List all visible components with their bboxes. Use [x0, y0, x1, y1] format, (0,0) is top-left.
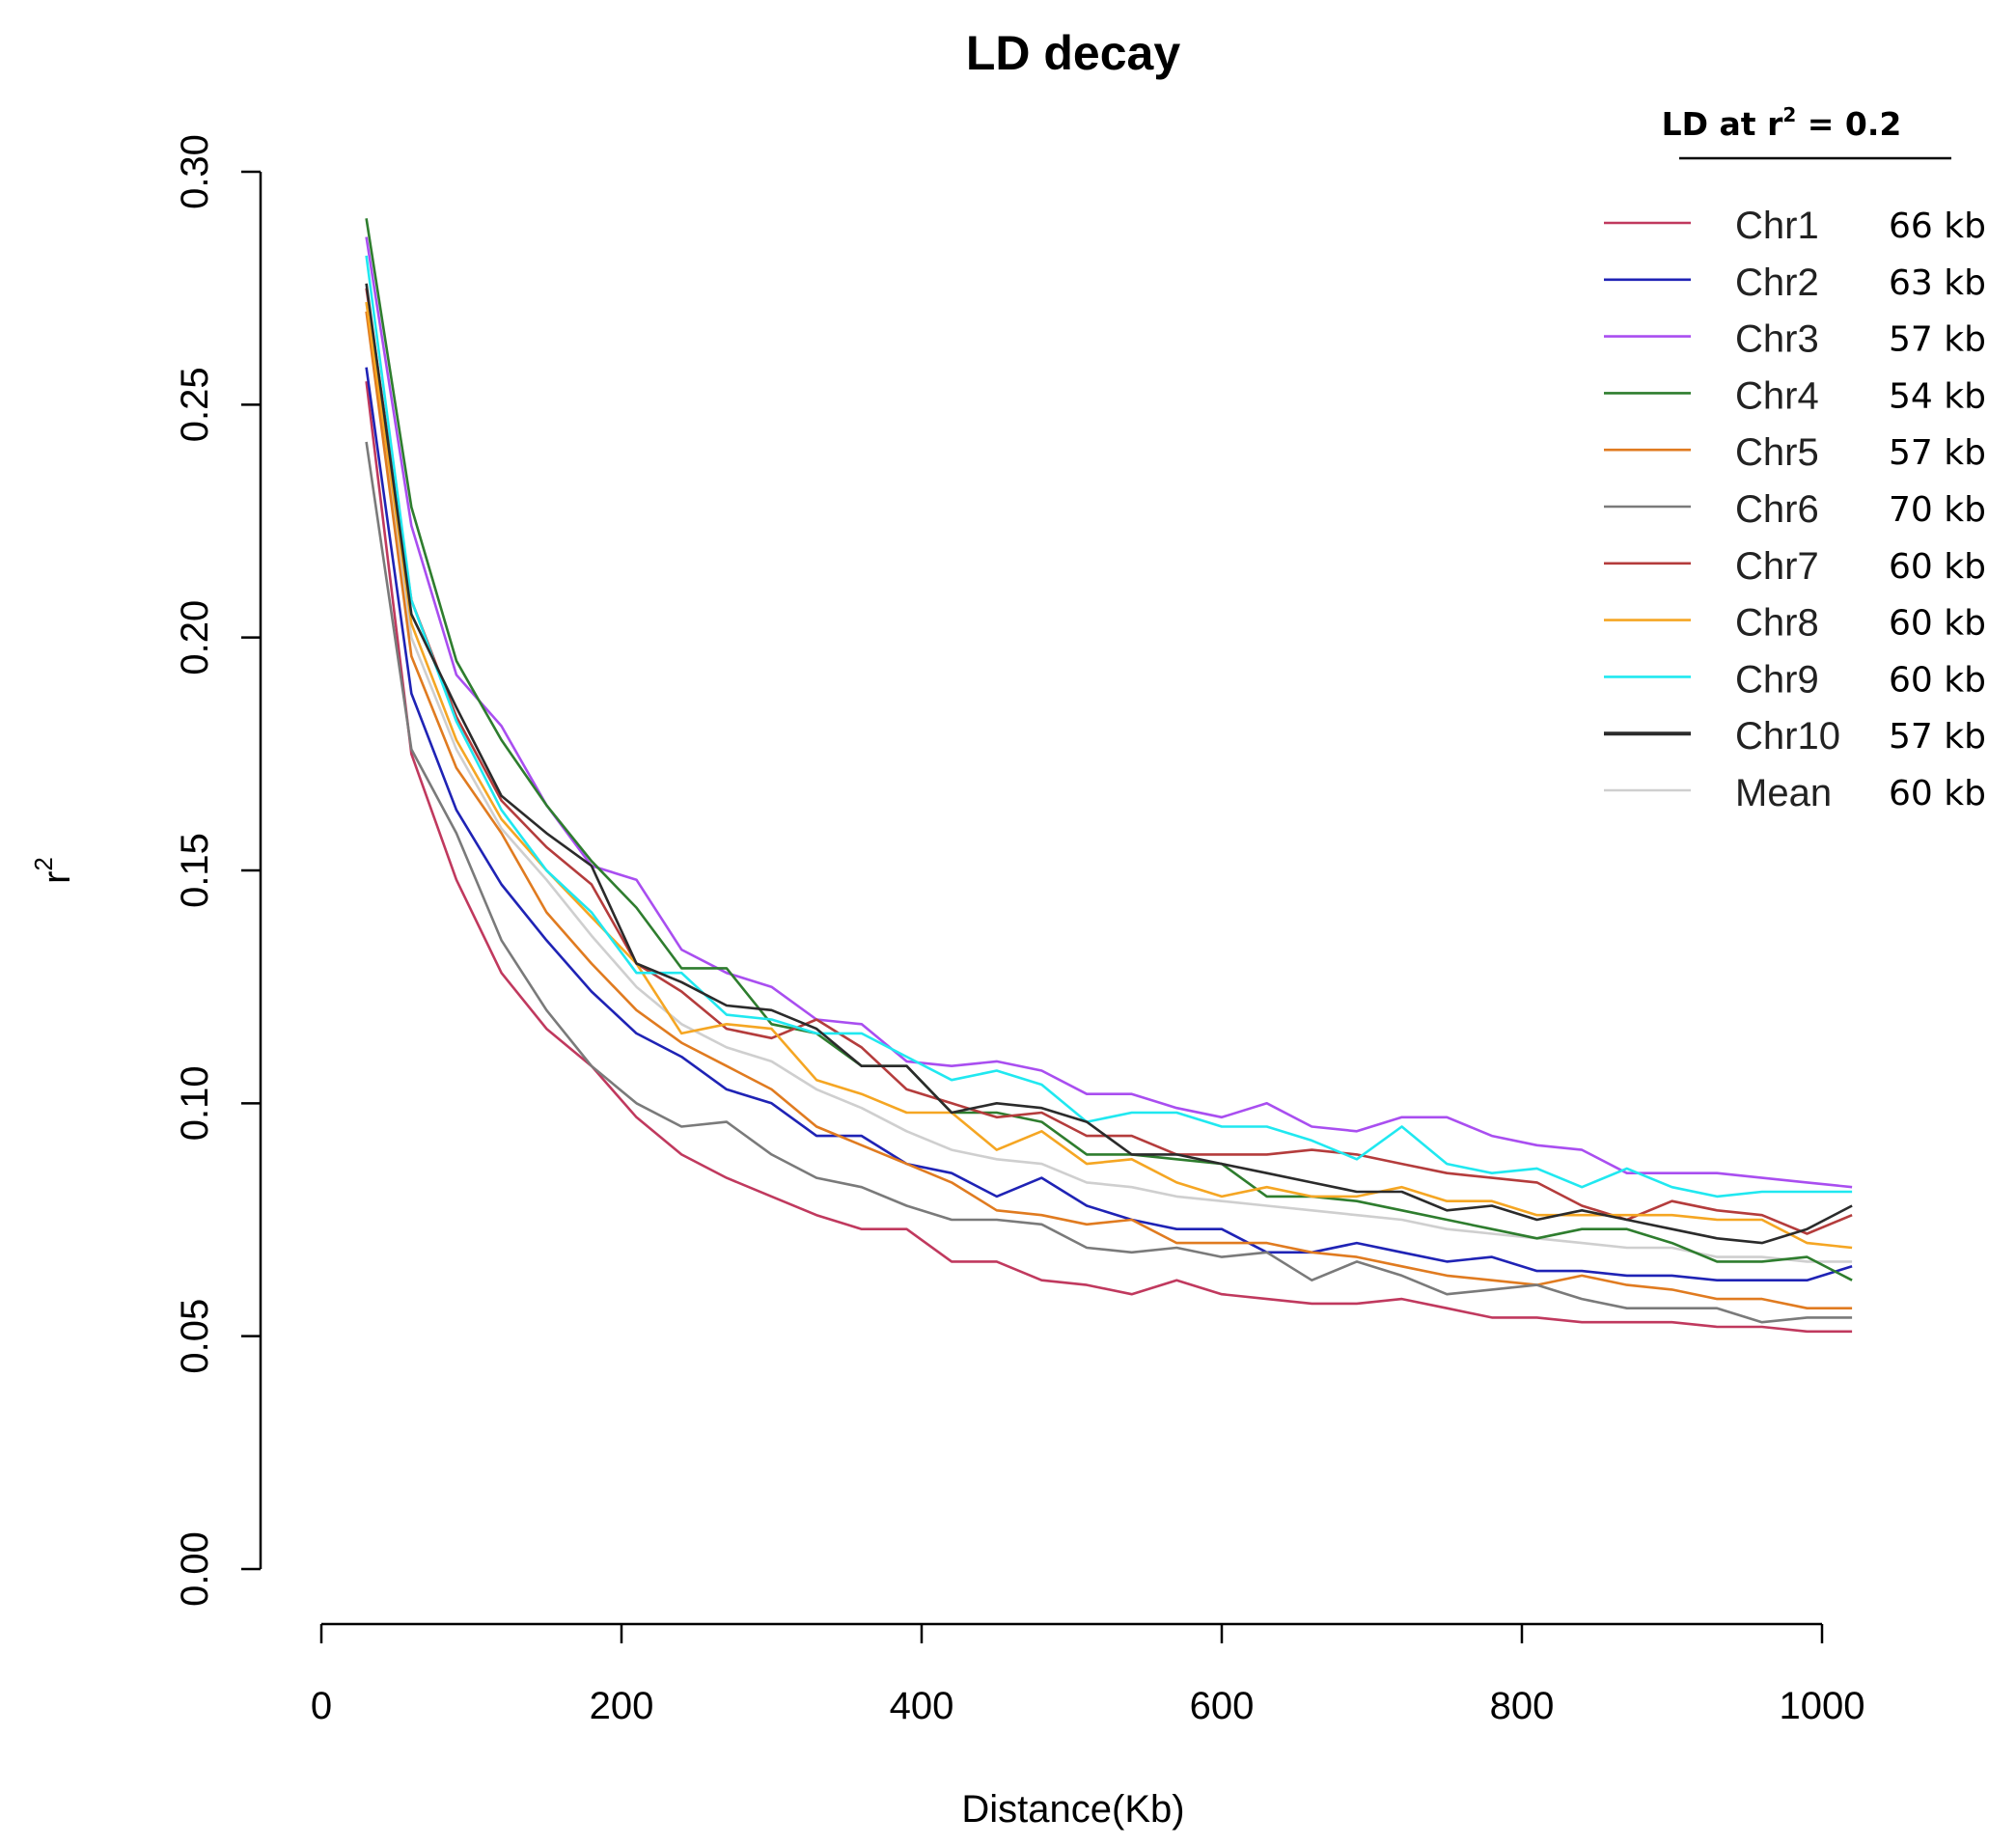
legend-header: LD at r2 = 0.2 — [1662, 103, 1902, 143]
series-line-chr6 — [365, 441, 1853, 1324]
series-line-chr7 — [365, 288, 1853, 1235]
series-line-mean — [365, 301, 1853, 1263]
x-ticks: 0 200 400 600 800 1000 — [311, 1624, 1865, 1727]
y-tick-label: 0.25 — [174, 367, 216, 442]
y-ticks: 0.00 0.05 0.10 0.15 0.20 0.25 0.30 — [174, 134, 261, 1607]
legend-ld-value: 57 kb — [1889, 433, 1986, 473]
chart-title: LD decay — [966, 26, 1181, 80]
series-line-chr10 — [365, 283, 1853, 1245]
series-lines — [365, 218, 1853, 1334]
legend-label: Chr8 — [1735, 602, 1819, 645]
legend: LD at r2 = 0.2 Chr1 66 kb Chr2 63 kb Chr3 57 … — [1604, 103, 1986, 814]
series-line-chr1 — [365, 381, 1853, 1334]
legend-label: Chr2 — [1735, 262, 1819, 304]
legend-label: Chr1 — [1735, 205, 1819, 247]
legend-ld-value: 57 kb — [1889, 717, 1986, 757]
y-tick-label: 0.00 — [174, 1531, 216, 1607]
series-line-chr8 — [365, 301, 1853, 1250]
legend-ld-value: 60 kb — [1889, 660, 1986, 700]
legend-ld-value: 54 kb — [1889, 376, 1986, 416]
x-tick-label: 800 — [1490, 1685, 1555, 1727]
legend-label: Chr10 — [1735, 715, 1840, 758]
legend-header-superscript: 2 — [1782, 103, 1796, 126]
x-tick-label: 200 — [590, 1685, 654, 1727]
series-line-chr9 — [365, 255, 1853, 1199]
legend-header-prefix: LD at r — [1662, 105, 1783, 143]
legend-ld-value: 57 kb — [1889, 320, 1986, 360]
legend-ld-value: 60 kb — [1889, 604, 1986, 644]
legend-label: Chr3 — [1735, 318, 1819, 361]
y-axis-title-superscript: 2 — [29, 857, 58, 870]
legend-label: Chr6 — [1735, 488, 1819, 531]
legend-ld-value: 60 kb — [1889, 547, 1986, 587]
y-tick-label: 0.30 — [174, 134, 216, 209]
series-line-chr5 — [365, 311, 1853, 1309]
legend-label: Chr7 — [1735, 545, 1819, 588]
y-tick-label: 0.15 — [174, 833, 216, 908]
legend-label: Chr4 — [1735, 374, 1819, 417]
series-line-chr2 — [365, 367, 1853, 1281]
x-axis: 0 200 400 600 800 1000 Distance(Kb) — [311, 1622, 1865, 1831]
legend-label: Chr9 — [1735, 658, 1819, 701]
legend-ld-value: 66 kb — [1889, 207, 1986, 246]
legend-ld-value: 63 kb — [1889, 263, 1986, 303]
legend-items: Chr1 66 kb Chr2 63 kb Chr3 57 kb Chr4 54 kb Chr5… — [1604, 205, 1986, 814]
series-line-chr4 — [365, 218, 1853, 1281]
y-axis-title-base: r — [36, 871, 78, 884]
y-tick-label: 0.05 — [174, 1299, 216, 1374]
legend-ld-value: 70 kb — [1889, 490, 1986, 530]
series-line-chr3 — [365, 236, 1853, 1189]
x-tick-label: 400 — [890, 1685, 954, 1727]
legend-ld-value: 60 kb — [1889, 774, 1986, 813]
y-tick-label: 0.20 — [174, 600, 216, 675]
x-axis-title: Distance(Kb) — [961, 1788, 1184, 1831]
legend-label: Chr5 — [1735, 431, 1819, 474]
x-tick-label: 0 — [311, 1685, 332, 1727]
legend-label: Mean — [1735, 772, 1832, 814]
x-tick-label: 600 — [1190, 1685, 1255, 1727]
y-tick-label: 0.10 — [174, 1065, 216, 1141]
y-axis-title: r2 — [29, 857, 78, 884]
legend-header-suffix: = 0.2 — [1796, 105, 1901, 143]
y-axis: 0.00 0.05 0.10 0.15 0.20 0.25 0.30 r2 — [29, 134, 262, 1607]
x-tick-label: 1000 — [1780, 1685, 1865, 1727]
